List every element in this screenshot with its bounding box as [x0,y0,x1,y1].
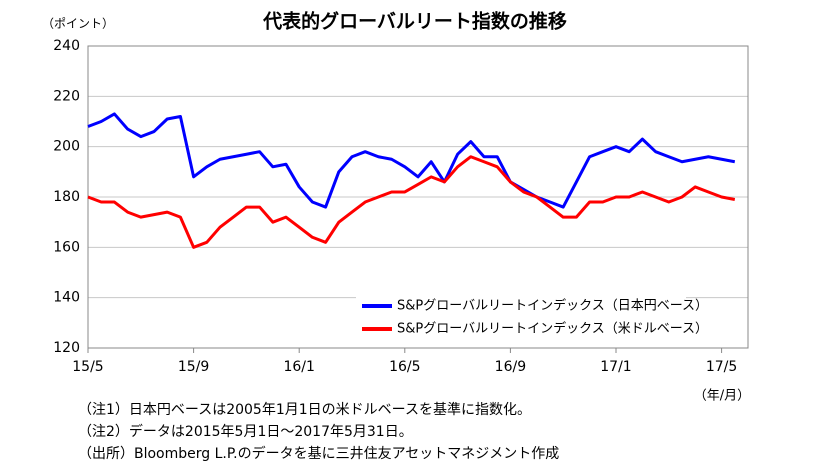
x-tick-label: 17/1 [600,359,631,375]
y-tick-label: 120 [53,340,80,356]
y-tick-label: 180 [53,189,80,205]
note: （出所）Bloomberg L.P.のデータを基に三井住友アセットマネジメント作… [78,445,559,462]
series-line [87,155,736,249]
y-axis-label: （ポイント） [42,17,114,31]
x-tick-label: 17/5 [706,359,737,375]
y-tick-label: 220 [53,88,80,104]
series-line [87,112,736,209]
x-tick-label: 16/1 [283,359,314,375]
x-tick-label: 15/5 [72,359,103,375]
note: （注2）データは2015年5月1日～2017年5月31日。 [78,423,413,440]
x-tick-label: 15/9 [178,359,209,375]
legend-label: S&Pグローバルリートインデックス（日本円ベース） [397,298,708,314]
x-tick-label: 16/9 [495,359,526,375]
chart-title: 代表的グローバルリート指数の推移 [262,10,567,33]
notes: （注1）日本円ベースは2005年1月1日の米ドルベースを基準に指数化。 （注2）デ… [78,401,559,462]
y-tick-label: 140 [53,290,80,306]
note: （注1）日本円ベースは2005年1月1日の米ドルベースを基準に指数化。 [78,401,531,418]
y-tick-label: 240 [53,38,80,54]
x-tick-label: 16/5 [389,359,420,375]
legend-label: S&Pグローバルリートインデックス（米ドルベース） [397,321,708,337]
y-tick-label: 200 [53,139,80,155]
legend-box [356,293,686,339]
y-tick-label: 160 [53,239,80,255]
x-axis-label: （年/月） [694,389,750,404]
